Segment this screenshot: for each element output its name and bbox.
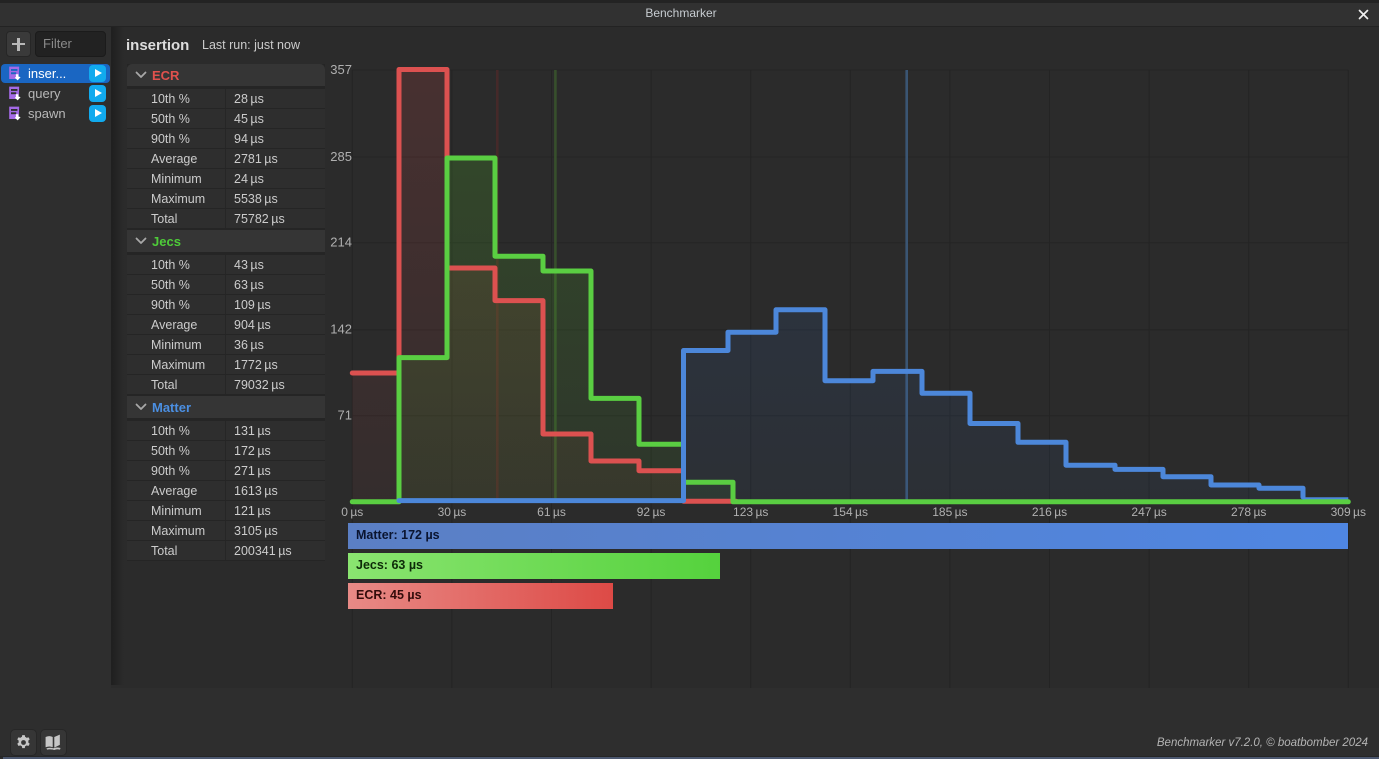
svg-text:92 µs: 92 µs <box>637 505 666 519</box>
svg-text:247 µs: 247 µs <box>1131 505 1166 519</box>
svg-text:154 µs: 154 µs <box>833 505 868 519</box>
svg-text:214: 214 <box>330 235 352 250</box>
svg-text:185 µs: 185 µs <box>932 505 967 519</box>
svg-text:71: 71 <box>338 408 352 423</box>
svg-text:142: 142 <box>330 322 352 337</box>
svg-text:30 µs: 30 µs <box>438 505 467 519</box>
svg-text:61 µs: 61 µs <box>537 505 566 519</box>
svg-text:0 µs: 0 µs <box>341 505 363 519</box>
svg-text:123 µs: 123 µs <box>733 505 768 519</box>
svg-text:309 µs: 309 µs <box>1331 505 1366 519</box>
svg-text:285: 285 <box>330 149 352 164</box>
svg-text:278 µs: 278 µs <box>1231 505 1266 519</box>
svg-text:357: 357 <box>330 62 352 77</box>
svg-text:216 µs: 216 µs <box>1032 505 1067 519</box>
